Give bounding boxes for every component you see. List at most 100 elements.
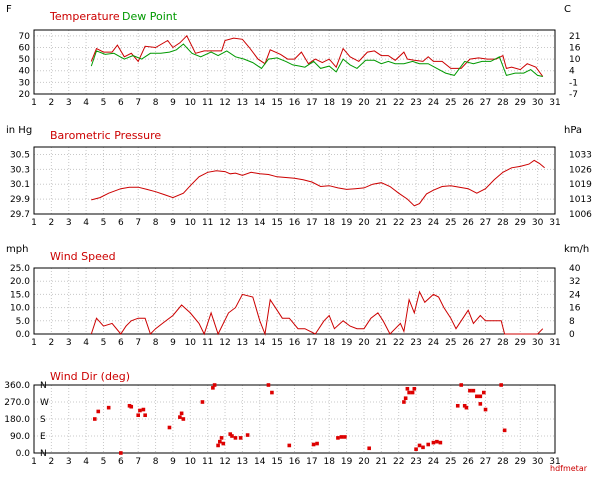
x-tick-label: 8 — [153, 218, 159, 228]
x-tick-label: 30 — [532, 457, 544, 467]
x-tick-label: 16 — [289, 218, 301, 228]
data-point — [216, 443, 220, 448]
x-tick-label: 24 — [428, 338, 440, 348]
chart-title-secondary: Dew Point — [122, 10, 178, 23]
y-tick-label: 15.0 — [10, 290, 30, 300]
data-point — [502, 428, 507, 433]
x-tick-label: 7 — [135, 338, 141, 348]
x-tick-label: 25 — [445, 98, 456, 108]
data-point — [167, 425, 172, 430]
x-tick-label: 19 — [341, 218, 353, 228]
x-tick-label: 6 — [118, 218, 124, 228]
plot-frame — [33, 29, 556, 95]
data-point — [407, 390, 411, 395]
x-tick-label: 31 — [549, 457, 560, 467]
x-tick-label: 31 — [549, 218, 560, 228]
data-point — [136, 413, 140, 418]
x-tick-label: 29 — [515, 218, 527, 228]
x-tick-label: 3 — [66, 98, 72, 108]
x-tick-label: 9 — [170, 218, 176, 228]
x-tick-label: 8 — [153, 457, 159, 467]
chart-panel-3: 1 2 3 4 5 6 7 8 9 10 11 12 13 14 15 16 17 18 19 20 21 22 23 24 2… — [6, 244, 589, 348]
x-tick-label: 17 — [306, 218, 317, 228]
x-tick-label: 21 — [376, 457, 387, 467]
x-tick-label: 3 — [66, 338, 72, 348]
x-tick-label: 27 — [480, 338, 491, 348]
y-tick-label: 29.7 — [10, 210, 30, 220]
chart-title: Barometric Pressure — [50, 129, 161, 142]
x-tick-label: 5 — [101, 338, 107, 348]
data-point — [468, 388, 472, 393]
x-tick-label: 10 — [185, 457, 197, 467]
x-tick-label: 25 — [445, 338, 456, 348]
y-tick-label: 0.0 — [16, 330, 31, 340]
x-tick-label: 14 — [254, 457, 266, 467]
data-point — [367, 446, 371, 451]
data-point — [431, 440, 436, 445]
right-tick-label: -1 — [569, 78, 578, 88]
x-tick-label: 23 — [410, 457, 421, 467]
x-tick-label: 26 — [462, 218, 474, 228]
x-tick-label: 19 — [341, 457, 353, 467]
data-point — [266, 383, 271, 387]
right-tick-label: 0 — [569, 330, 575, 340]
x-tick-label: 18 — [324, 98, 336, 108]
x-tick-label: 12 — [219, 218, 230, 228]
data-point — [270, 390, 274, 395]
right-tick-label: 40 — [569, 264, 581, 274]
x-tick-label: 12 — [219, 98, 230, 108]
x-tick-label: 12 — [219, 338, 230, 348]
data-point — [179, 411, 184, 416]
data-point — [475, 394, 479, 399]
right-tick-label: 1013 — [569, 195, 592, 205]
y-tick-label: 30.1 — [10, 180, 30, 190]
x-tick-label: 11 — [202, 338, 213, 348]
right-unit-label: km/h — [564, 244, 589, 255]
data-point — [178, 415, 182, 419]
x-tick-label: 15 — [271, 98, 282, 108]
data-point — [417, 443, 422, 448]
x-tick-label: 8 — [153, 98, 159, 108]
y-tick-label: 180.0 — [4, 415, 30, 425]
x-tick-label: 1 — [31, 98, 37, 108]
x-tick-label: 30 — [532, 98, 544, 108]
y-tick-label: 30.5 — [10, 150, 30, 160]
data-point — [405, 386, 410, 391]
x-tick-label: 17 — [306, 457, 317, 467]
data-point — [219, 436, 224, 440]
x-tick-label: 4 — [83, 98, 89, 108]
x-tick-label: 6 — [118, 338, 124, 348]
x-tick-label: 15 — [271, 338, 282, 348]
x-tick-label: 11 — [202, 218, 213, 228]
data-point — [412, 386, 417, 391]
data-point — [410, 390, 415, 395]
x-tick-label: 1 — [31, 457, 37, 467]
data-point — [119, 451, 123, 455]
x-tick-label: 15 — [271, 457, 282, 467]
x-tick-label: 7 — [135, 98, 141, 108]
x-tick-label: 22 — [393, 98, 404, 108]
x-tick-label: 22 — [393, 457, 404, 467]
series-line-dew-point — [90, 43, 543, 77]
x-tick-label: 27 — [480, 98, 491, 108]
right-tick-label: 16 — [569, 304, 581, 314]
x-tick-label: 17 — [306, 338, 317, 348]
data-point — [129, 404, 134, 409]
series-line-value — [91, 159, 545, 207]
x-tick-label: 5 — [101, 218, 107, 228]
x-tick-label: 5 — [101, 98, 107, 108]
chart-title: Wind Dir (deg) — [50, 370, 130, 383]
x-tick-label: 10 — [185, 218, 197, 228]
x-tick-label: 9 — [170, 338, 176, 348]
x-tick-label: 9 — [170, 98, 176, 108]
x-tick-label: 19 — [341, 338, 353, 348]
data-point — [311, 442, 316, 447]
y-tick-label: 270.0 — [4, 398, 30, 408]
right-tick-label: 21 — [569, 32, 580, 42]
x-tick-label: 14 — [254, 338, 266, 348]
y-tick-label: 0.0 — [16, 449, 31, 459]
data-point — [414, 447, 418, 452]
x-tick-label: 2 — [48, 98, 54, 108]
x-tick-label: 23 — [410, 338, 421, 348]
